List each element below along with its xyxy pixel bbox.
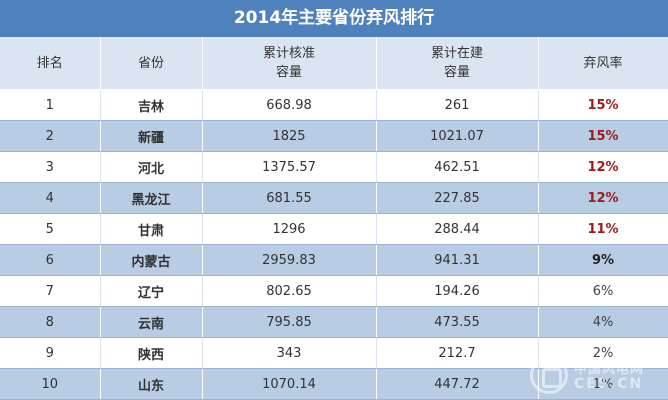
cell-approved: 2959.83 — [202, 244, 377, 276]
cell-province: 新疆 — [100, 120, 203, 152]
header-approved-capacity: 累计核准 容量 — [202, 37, 377, 90]
watermark: 中国风电网 CES.CN — [530, 352, 660, 398]
cell-rate: 6% — [538, 275, 668, 307]
cell-approved: 1375.57 — [202, 151, 377, 183]
cell-approved: 1296 — [202, 213, 377, 245]
header-rank: 排名 — [0, 37, 101, 90]
header-province: 省份 — [100, 37, 203, 90]
cell-building: 194.26 — [376, 275, 539, 307]
cell-building: 288.44 — [376, 213, 539, 245]
table-row: 1 吉林 668.98 261 15% — [0, 89, 668, 121]
cell-approved: 1825 — [202, 120, 377, 152]
cell-province: 云南 — [100, 306, 203, 338]
header-row: 排名 省份 累计核准 容量 累计在建 容量 弃风率 — [0, 37, 668, 90]
cell-province: 吉林 — [100, 89, 203, 121]
cell-building: 462.51 — [376, 151, 539, 183]
cell-rate: 12% — [538, 182, 668, 214]
table-row: 9 陕西 343 212.7 2% — [0, 337, 668, 369]
cell-province: 山东 — [100, 368, 203, 400]
cell-approved: 795.85 — [202, 306, 377, 338]
watermark-logo-icon — [530, 356, 568, 394]
cell-rank: 2 — [0, 120, 101, 152]
header-approved-line2: 容量 — [275, 65, 302, 80]
cell-rate: 12% — [538, 151, 668, 183]
cell-building: 212.7 — [376, 337, 539, 369]
cell-building: 941.31 — [376, 244, 539, 276]
cell-province: 黑龙江 — [100, 182, 203, 214]
cell-approved: 668.98 — [202, 89, 377, 121]
cell-approved: 343 — [202, 337, 377, 369]
cell-province: 甘肃 — [100, 213, 203, 245]
cell-approved: 802.65 — [202, 275, 377, 307]
cell-rank: 3 — [0, 151, 101, 183]
cell-rank: 8 — [0, 306, 101, 338]
table-row: 5 甘肃 1296 288.44 11% — [0, 213, 668, 245]
table-row: 4 黑龙江 681.55 227.85 12% — [0, 182, 668, 214]
cell-building: 1021.07 — [376, 120, 539, 152]
cell-approved: 1070.14 — [202, 368, 377, 400]
cell-rate: 15% — [538, 89, 668, 121]
header-building-line1: 累计在建 — [430, 46, 483, 61]
cell-province: 辽宁 — [100, 275, 203, 307]
cell-building: 227.85 — [376, 182, 539, 214]
cell-approved: 681.55 — [202, 182, 377, 214]
cell-rate: 9% — [538, 244, 668, 276]
curtailment-ranking-table: 排名 省份 累计核准 容量 累计在建 容量 弃风率 1 吉林 668.98 26… — [0, 37, 668, 400]
cell-building: 447.72 — [376, 368, 539, 400]
cell-building: 473.55 — [376, 306, 539, 338]
cell-rank: 6 — [0, 244, 101, 276]
cell-rank: 10 — [0, 368, 101, 400]
cell-province: 陕西 — [100, 337, 203, 369]
watermark-text-line2: CES.CN — [574, 376, 644, 392]
cell-rate: 15% — [538, 120, 668, 152]
cell-province: 河北 — [100, 151, 203, 183]
table-row: 2 新疆 1825 1021.07 15% — [0, 120, 668, 152]
cell-rank: 7 — [0, 275, 101, 307]
cell-rank: 1 — [0, 89, 101, 121]
header-curtailment-rate: 弃风率 — [538, 37, 668, 90]
cell-rate: 11% — [538, 213, 668, 245]
cell-rank: 9 — [0, 337, 101, 369]
cell-building: 261 — [376, 89, 539, 121]
watermark-text-line1: 中国风电网 — [574, 362, 645, 377]
header-building-line2: 容量 — [443, 65, 470, 80]
header-approved-line1: 累计核准 — [262, 46, 315, 61]
table-row: 8 云南 795.85 473.55 4% — [0, 306, 668, 338]
header-building-capacity: 累计在建 容量 — [376, 37, 539, 90]
table-row: 6 内蒙古 2959.83 941.31 9% — [0, 244, 668, 276]
table-title: 2014年主要省份弃风排行 — [0, 0, 668, 37]
table-row: 10 山东 1070.14 447.72 1% — [0, 368, 668, 400]
table-row: 3 河北 1375.57 462.51 12% — [0, 151, 668, 183]
cell-rate: 4% — [538, 306, 668, 338]
cell-rank: 5 — [0, 213, 101, 245]
cell-province: 内蒙古 — [100, 244, 203, 276]
table-row: 7 辽宁 802.65 194.26 6% — [0, 275, 668, 307]
cell-rank: 4 — [0, 182, 101, 214]
